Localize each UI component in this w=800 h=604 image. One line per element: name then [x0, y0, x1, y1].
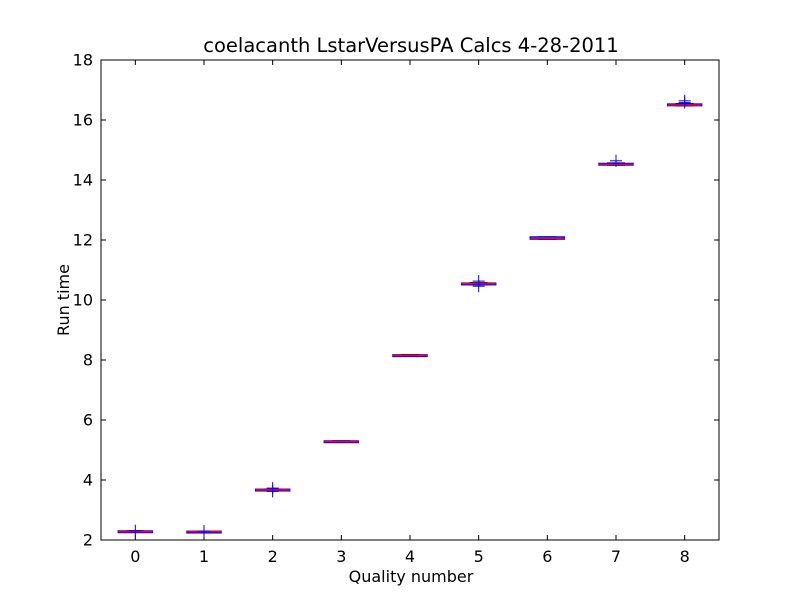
- y-tick-label: 18: [73, 51, 93, 70]
- x-axis-label: Quality number: [349, 567, 474, 586]
- x-tick-label: 4: [405, 547, 415, 566]
- y-tick-label: 10: [73, 291, 93, 310]
- plot-frame: [100, 59, 720, 541]
- y-tick-label: 6: [83, 411, 93, 430]
- y-tick-label: 2: [83, 531, 93, 550]
- x-tick-label: 3: [336, 547, 346, 566]
- x-tick-label: 6: [542, 547, 552, 566]
- x-tick-label: 1: [199, 547, 209, 566]
- y-tick-label: 14: [73, 171, 93, 190]
- x-tick-label: 2: [268, 547, 278, 566]
- y-axis-label: Run time: [54, 264, 73, 336]
- y-tick-label: 16: [73, 111, 93, 130]
- y-tick-label: 8: [83, 351, 93, 370]
- chart-title: coelacanth LstarVersusPA Calcs 4-28-2011: [203, 34, 618, 57]
- y-tick-label: 12: [73, 231, 93, 250]
- x-tick-label: 0: [130, 547, 140, 566]
- y-tick-label: 4: [83, 471, 93, 490]
- x-tick-label: 5: [474, 547, 484, 566]
- x-tick-label: 7: [611, 547, 621, 566]
- x-tick-label: 8: [680, 547, 690, 566]
